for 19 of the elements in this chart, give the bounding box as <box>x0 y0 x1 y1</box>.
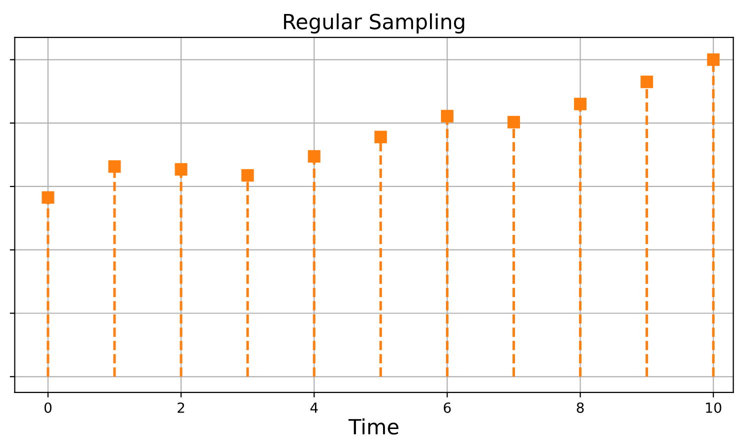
x-tick-label: 8 <box>576 402 584 413</box>
point <box>574 98 587 110</box>
point <box>640 76 654 88</box>
point <box>707 53 720 66</box>
point <box>374 130 387 144</box>
x-tick-label: 2 <box>178 402 184 413</box>
point <box>440 110 454 122</box>
x-axis-title: Time <box>348 418 398 435</box>
x-tick-label: 0 <box>44 402 52 413</box>
x-tick-label: 6 <box>444 402 451 413</box>
point <box>308 150 320 163</box>
point <box>42 191 54 204</box>
x-tick-label: 10 <box>706 402 722 413</box>
point <box>174 163 188 176</box>
x-tick-label: 4 <box>310 402 318 413</box>
point <box>241 169 254 182</box>
chart-title: Regular Sampling <box>284 13 464 34</box>
point <box>508 116 520 128</box>
point <box>108 160 121 173</box>
